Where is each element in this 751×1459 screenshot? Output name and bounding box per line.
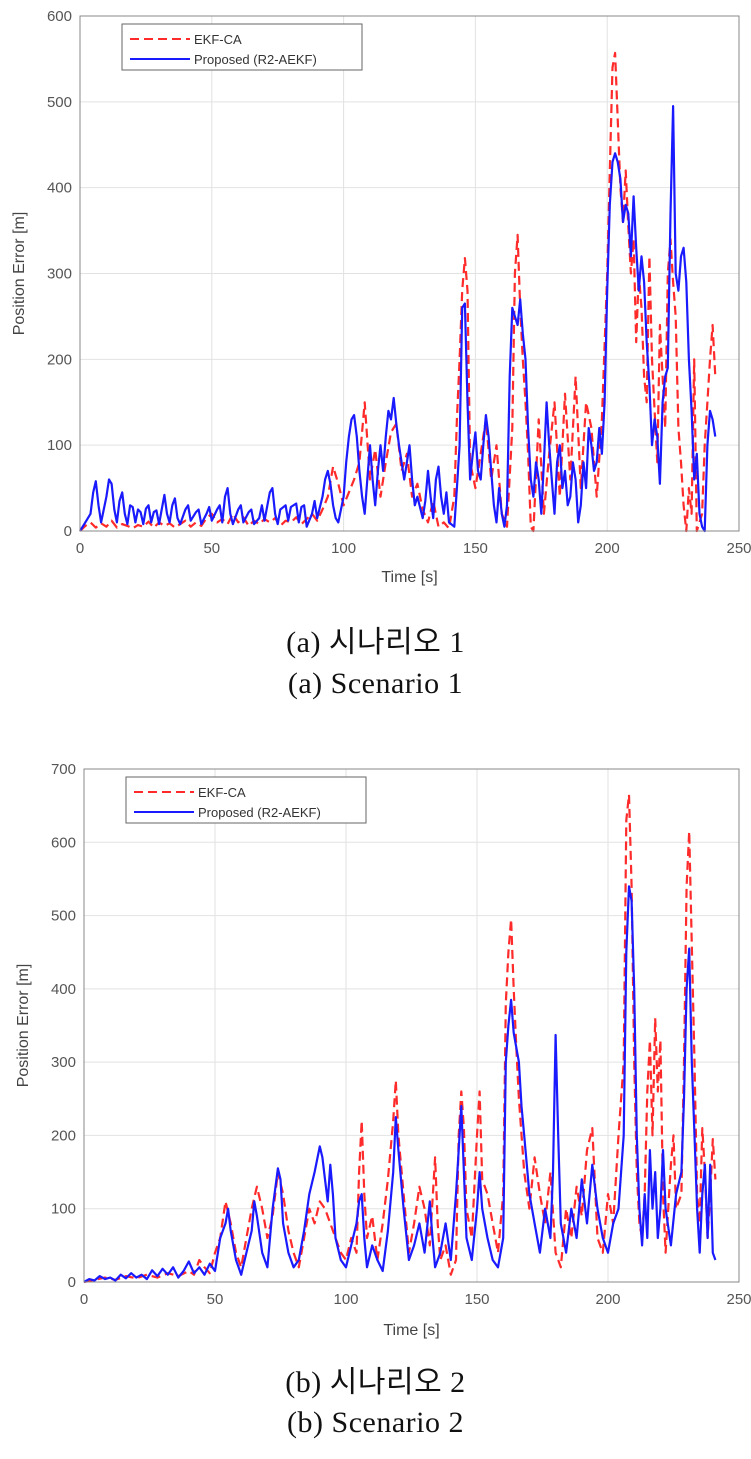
y-tick-label: 200 [51,1127,76,1144]
axes-frame [83,768,740,1283]
caption-english-scenario-2: (b) Scenario 2 [287,1406,464,1439]
x-tick-label: 100 [333,1291,358,1308]
legend-box [125,776,367,824]
y-tick-label: 300 [51,1054,76,1071]
caption-korean-scenario-1: (a) 시나리오 1 [286,626,465,659]
legend-label-ekf-ca: EKF-CA [194,32,242,47]
x-tick-label: 150 [463,540,488,557]
plot-area [84,769,739,1282]
y-axis-label: Position Error [m] [15,964,32,1088]
x-tick-label: 200 [595,540,620,557]
figure-scenario-2: 0 50 100 150 200 250 0 100 200 300 400 500 600 700 Tim… [0,748,751,1459]
x-tick-label: 250 [726,540,751,557]
series-line-proposed [83,885,717,1283]
y-axis-label: Position Error [m] [11,212,28,336]
x-tick-label: 0 [76,540,84,557]
series-line-ekf-ca [83,793,717,1284]
y-tick-label: 500 [51,908,76,925]
legend-box [121,23,363,71]
y-tick-label: 100 [51,1201,76,1218]
legend-label-ekf-ca: EKF-CA [198,785,246,800]
y-tick-label: 0 [64,523,72,540]
caption-english-scenario-1: (a) Scenario 1 [287,667,464,700]
x-tick-label: 250 [726,1291,751,1308]
x-tick-label: 150 [464,1291,489,1308]
x-tick-label: 0 [80,1291,88,1308]
y-tick-label: 600 [51,834,76,851]
x-axis-label: Time [s] [381,569,437,586]
x-tick-label: 100 [331,540,356,557]
axes-frame [79,15,740,532]
legend-label-proposed: Proposed (R2-AEKF) [194,52,317,67]
y-tick-label: 100 [47,437,72,454]
x-tick-label: 50 [207,1291,224,1308]
chart-scenario-1: 0 50 100 150 200 250 0 100 200 300 400 500 600 Time [… [11,8,751,586]
x-axis-label: Time [s] [383,1322,439,1339]
y-tick-label: 400 [51,981,76,998]
caption-korean-scenario-2: (b) 시나리오 2 [285,1366,466,1399]
y-tick-label: 0 [68,1274,76,1291]
x-tick-label: 200 [595,1291,620,1308]
x-tick-label: 50 [203,540,220,557]
y-tick-label: 600 [47,8,72,25]
legend: EKF-CA Proposed (R2-AEKF) [125,776,367,824]
legend: EKF-CA Proposed (R2-AEKF) [121,23,363,71]
series-line-proposed [79,105,717,533]
y-tick-label: 200 [47,351,72,368]
figure-scenario-1: 0 50 100 150 200 250 0 100 200 300 400 500 600 Time [… [0,0,751,720]
y-tick-label: 500 [47,94,72,111]
y-tick-label: 400 [47,180,72,197]
y-tick-label: 700 [51,761,76,778]
chart-scenario-2: 0 50 100 150 200 250 0 100 200 300 400 500 600 700 Tim… [15,761,751,1339]
legend-label-proposed: Proposed (R2-AEKF) [198,805,321,820]
y-tick-label: 300 [47,266,72,283]
